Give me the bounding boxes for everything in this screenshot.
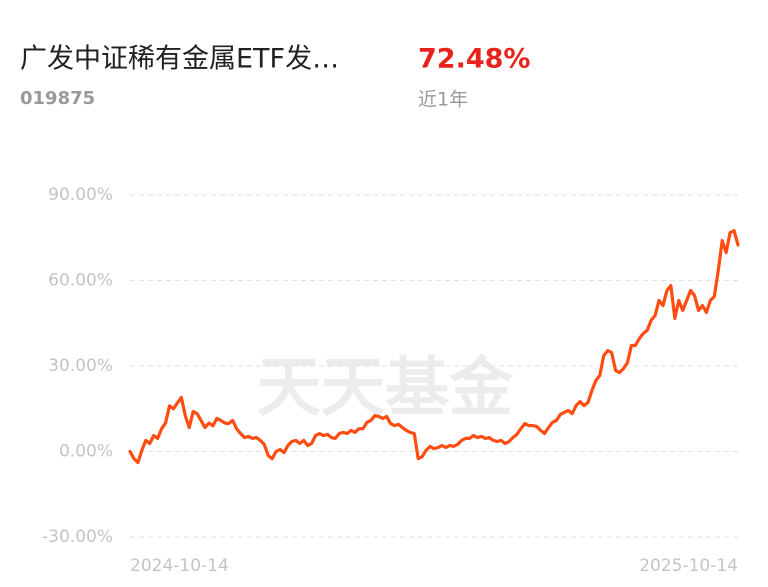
period: 近1年 [418, 89, 468, 111]
line [128, 229, 740, 465]
x-tick-label: 2025-10-14 [639, 556, 738, 576]
y-tick-label: 0.00% [59, 442, 113, 462]
fund-title: 广发中证稀有金属ETF发… [20, 44, 339, 75]
y-tick-label: 30.00% [48, 356, 113, 376]
watermark: 天天基金 [257, 352, 514, 426]
y-tick-label: 60.00% [48, 271, 113, 291]
y-tick-label: -30.00% [42, 527, 113, 547]
y-tick-label: 90.00% [48, 185, 113, 205]
x-tick-label: 2024-10-14 [130, 556, 229, 576]
fund-code: 019875 [20, 88, 95, 109]
return-value: 72.48% [418, 44, 530, 75]
